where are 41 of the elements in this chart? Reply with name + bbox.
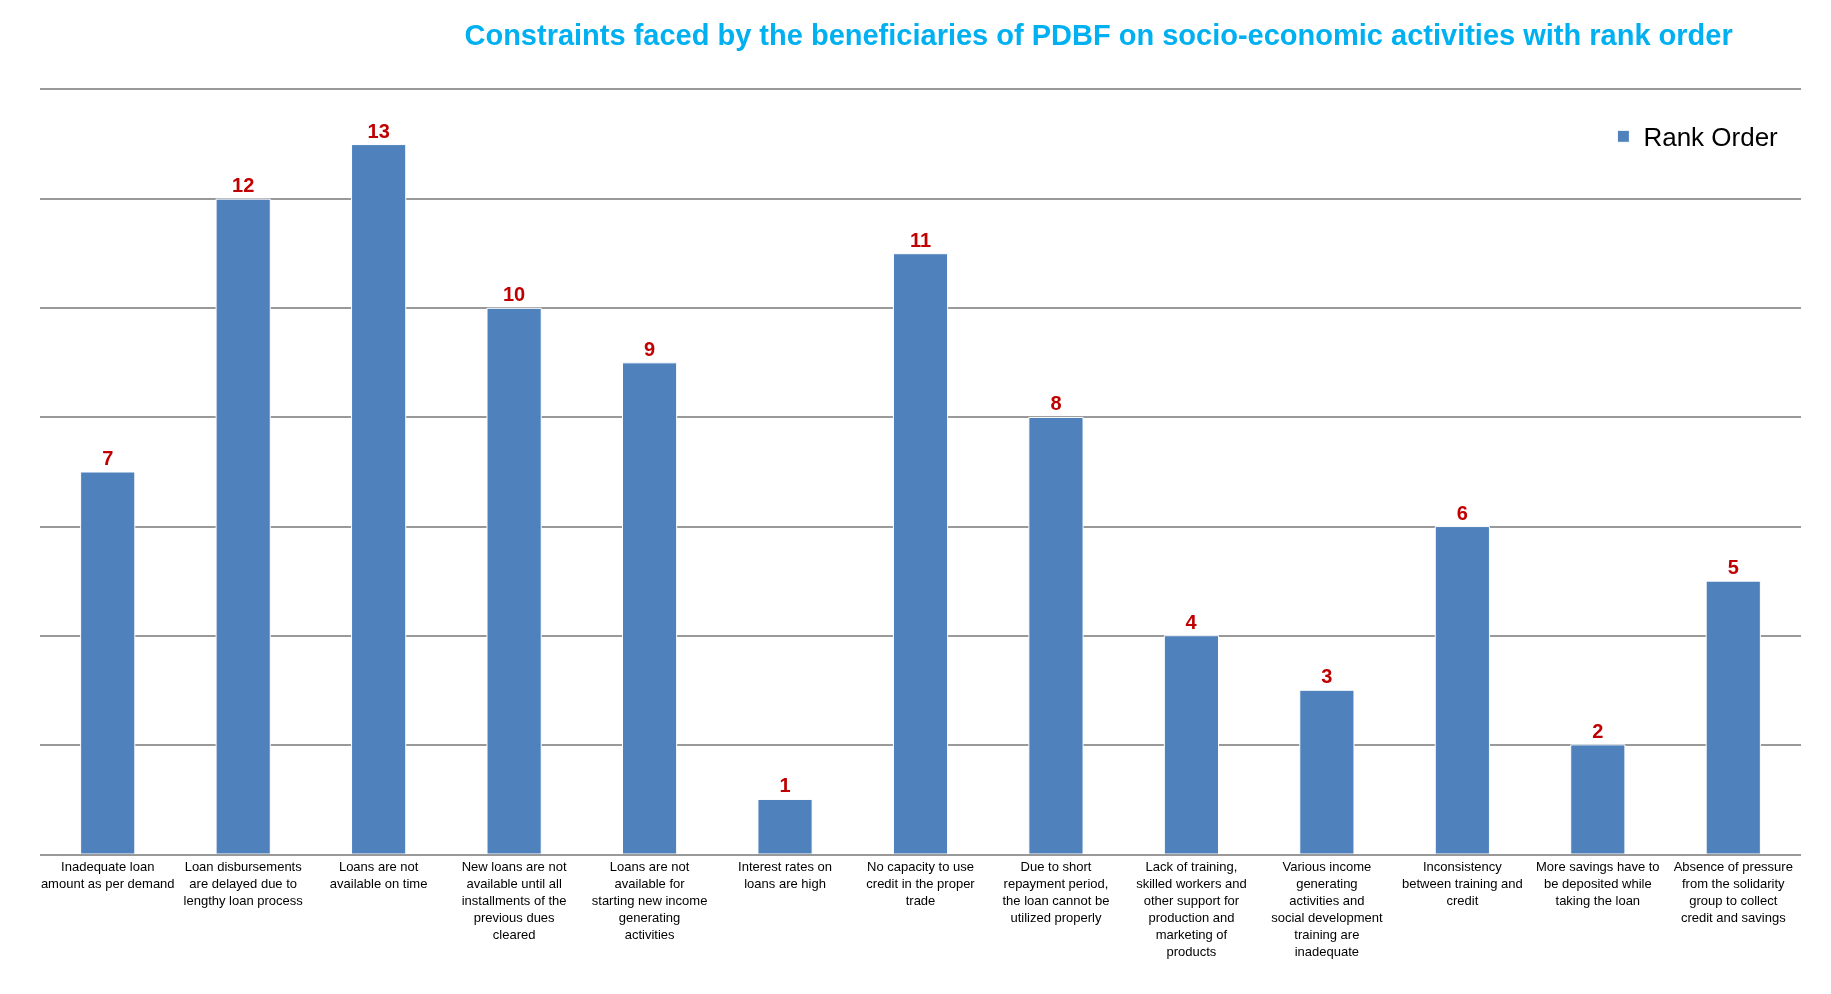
- x-tick-label: Loans are not available on time: [329, 859, 428, 892]
- bar: [486, 307, 542, 854]
- bar: [1705, 580, 1761, 854]
- data-label: 6: [1456, 501, 1468, 524]
- legend-label: Rank Order: [1643, 122, 1779, 153]
- data-label: 2: [1592, 719, 1604, 742]
- bar: [215, 198, 271, 854]
- data-label: 12: [232, 174, 255, 197]
- bar: [1299, 689, 1355, 854]
- data-label: 11: [909, 228, 932, 251]
- bar: [1570, 744, 1626, 854]
- x-tick-label: Due to short repayment period, the loan cannot be utilized properly: [1002, 859, 1110, 926]
- data-label: 7: [102, 447, 114, 469]
- bar: [757, 798, 813, 854]
- x-tick-label: Absence of pressure from the solidarity group to collect credit and savings: [1673, 859, 1793, 926]
- data-label: 5: [1727, 556, 1739, 579]
- bar: [1163, 635, 1220, 854]
- x-tick-label: More savings have to be deposited while taking the loan: [1536, 859, 1660, 909]
- x-tick-label: Loan disbursements are delayed due to lengthy loan process: [183, 859, 304, 909]
- data-label: 3: [1321, 665, 1333, 688]
- bar: [892, 253, 949, 854]
- x-tick-label: Lack of training, skilled workers and other support for production and marketing of products: [1136, 859, 1247, 959]
- chart-title: Constraints faced by the beneficiaries of PDBF on socio-economic activities with rank order: [464, 19, 1733, 52]
- x-tick-label: Inconsistency between training and credit: [1402, 859, 1523, 909]
- data-label: 10: [502, 283, 526, 306]
- x-tick-label: No capacity to use credit in the proper trade: [866, 859, 976, 909]
- x-tick-label: Interest rates on loans are high: [738, 859, 833, 892]
- bar: [351, 144, 407, 854]
- data-label: 8: [1050, 392, 1062, 415]
- x-tick-label: New loans are not available until all installments of the previous dues cleared: [461, 859, 567, 942]
- bar: [1028, 416, 1084, 854]
- bar: [621, 362, 678, 854]
- bar: [1434, 526, 1490, 854]
- data-label: 9: [644, 337, 656, 360]
- data-label: 4: [1185, 610, 1198, 633]
- data-label: 1: [779, 774, 791, 797]
- x-tick-label: Loans are not available for starting new income generating activities: [591, 859, 708, 942]
- x-tick-label: Inadequate loan amount as per demand: [40, 859, 175, 892]
- data-label: 13: [367, 119, 390, 142]
- bar: [80, 471, 136, 854]
- x-tick-label: Various income generating activities and social development training are inadequate: [1271, 859, 1383, 959]
